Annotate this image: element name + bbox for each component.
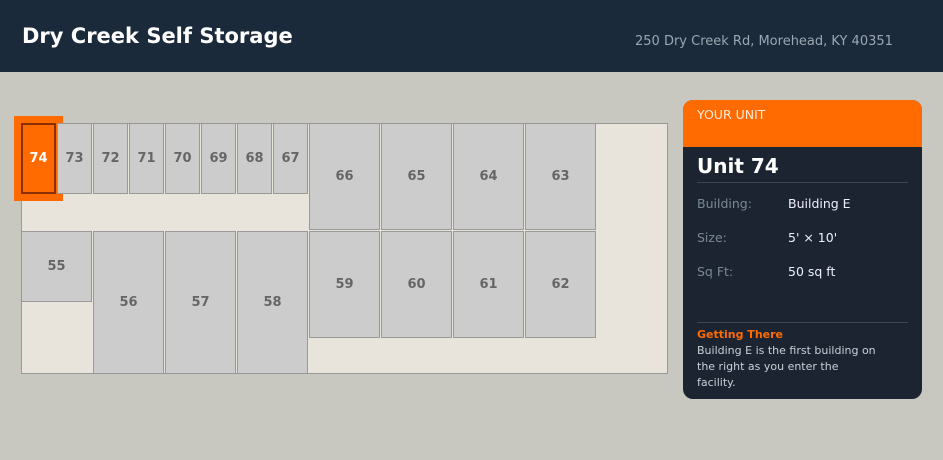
unit-55[interactable]: 55 [21,231,92,302]
unit-72[interactable]: 72 [93,123,128,194]
unit-57[interactable]: 57 [165,231,236,374]
unit-74[interactable]: 74 [21,123,56,194]
divider [697,182,908,183]
unit-70[interactable]: 70 [165,123,200,194]
unit-61[interactable]: 61 [453,231,524,338]
unit-67[interactable]: 67 [273,123,308,194]
size-value: 5' × 10' [788,230,838,245]
sqft-label: Sq Ft: [697,264,734,279]
unit-69[interactable]: 69 [201,123,236,194]
building-label: Building: [697,196,752,211]
sqft-value: 50 sq ft [788,264,836,279]
unit-71[interactable]: 71 [129,123,164,194]
header: Dry Creek Self Storage 250 Dry Creek Rd,… [0,0,943,72]
unit-62[interactable]: 62 [525,231,596,338]
unit-60[interactable]: 60 [381,231,452,338]
building-value: Building E [788,196,851,211]
unit-56[interactable]: 56 [93,231,164,374]
directions-text: Building E is the first building on the … [697,344,876,389]
unit-63[interactable]: 63 [525,123,596,230]
unit-58[interactable]: 58 [237,231,308,374]
size-label: Size: [697,230,727,245]
divider [697,322,908,323]
unit-59[interactable]: 59 [309,231,380,338]
unit-65[interactable]: 65 [381,123,452,230]
unit-64[interactable]: 64 [453,123,524,230]
unit-68[interactable]: 68 [237,123,272,194]
directions-title: Getting There [697,328,783,341]
unit-info-panel: YOUR UNIT Unit 74 Building: Building E S… [683,100,922,399]
unit-73[interactable]: 73 [57,123,92,194]
unit-name: Unit 74 [697,154,779,178]
unit-66[interactable]: 66 [309,123,380,230]
panel-heading: YOUR UNIT [683,100,922,147]
address: 250 Dry Creek Rd, Morehead, KY 40351 [635,34,893,49]
app-title: Dry Creek Self Storage [22,24,293,48]
